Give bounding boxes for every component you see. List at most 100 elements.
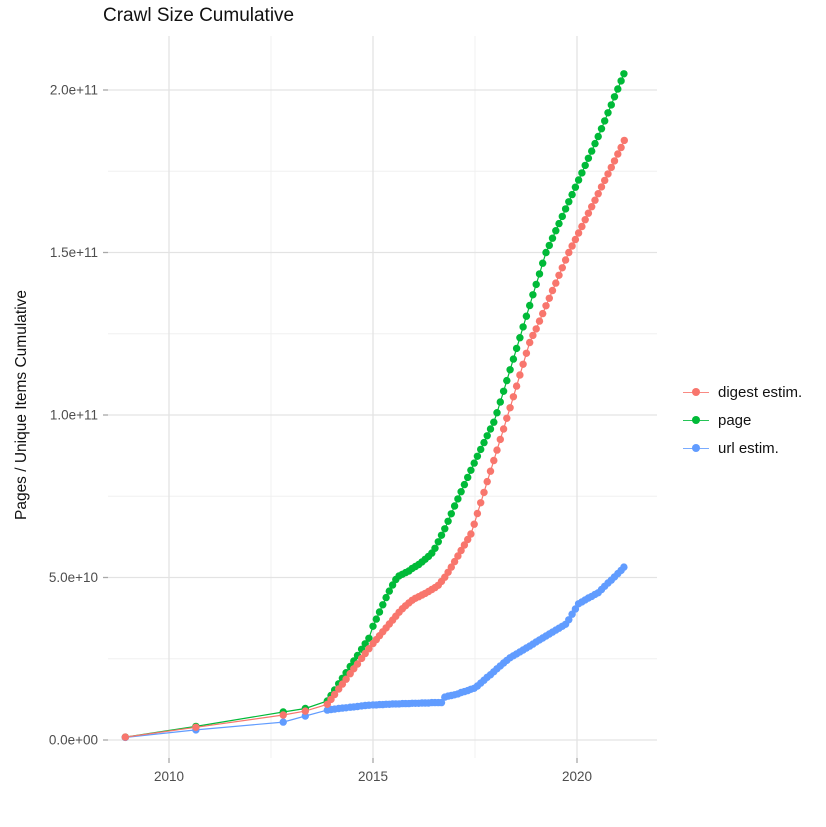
data-point (617, 77, 625, 85)
data-point (601, 117, 609, 125)
data-point (490, 418, 498, 426)
series-line (125, 73, 625, 738)
data-point (192, 723, 200, 731)
data-point (620, 563, 628, 571)
data-point (558, 264, 566, 272)
data-point (578, 222, 586, 231)
data-point (529, 331, 537, 340)
data-point (493, 409, 501, 417)
data-point (584, 154, 593, 162)
y-tick-label: 1.5e+11 (50, 245, 98, 260)
data-point (483, 477, 491, 486)
data-point (581, 161, 589, 170)
data-point (496, 435, 504, 444)
data-point (532, 280, 540, 289)
data-point (610, 157, 619, 165)
x-tick-label: 2015 (358, 769, 388, 784)
data-point (581, 216, 589, 224)
data-point (620, 136, 628, 145)
data-point (568, 190, 576, 199)
data-point (365, 634, 373, 642)
data-point (480, 438, 488, 447)
data-point (578, 169, 586, 177)
data-point (457, 546, 465, 555)
data-point (574, 229, 583, 237)
y-tick-label: 0.0e+00 (49, 733, 98, 748)
data-point (385, 587, 393, 595)
data-point (441, 525, 449, 533)
data-point (604, 109, 612, 117)
legend-label: page (718, 411, 752, 429)
data-point (503, 414, 511, 422)
data-point (555, 219, 563, 228)
data-point (365, 645, 373, 653)
data-point (601, 176, 609, 185)
data-point (437, 531, 446, 539)
data-point (522, 312, 531, 320)
data-point (121, 733, 129, 741)
data-point (464, 473, 472, 482)
data-point (539, 259, 547, 267)
legend-dot-icon (692, 388, 700, 396)
data-point (512, 382, 521, 390)
data-point (597, 183, 606, 191)
data-point (506, 404, 514, 412)
legend-key-point-icon (683, 385, 709, 399)
y-tick-label: 2.0e+11 (50, 83, 98, 98)
chart-title: Crawl Size Cumulative (103, 5, 295, 26)
data-point (480, 488, 488, 497)
data-point (552, 227, 560, 235)
data-point (496, 398, 504, 406)
data-point (467, 466, 475, 474)
data-point (434, 538, 442, 546)
legend: digest estim. page url estim. (683, 378, 823, 462)
data-point (388, 581, 397, 589)
data-point (519, 360, 527, 368)
data-point (516, 334, 524, 342)
data-point (561, 205, 570, 213)
legend-entry-url-estim: url estim. (683, 434, 823, 462)
data-point (519, 323, 527, 331)
data-point (594, 132, 602, 141)
data-point (447, 563, 455, 571)
data-point (548, 286, 557, 295)
data-point (565, 248, 573, 257)
data-point (571, 183, 580, 191)
data-point (516, 371, 524, 379)
data-point (473, 509, 482, 518)
data-point (330, 690, 339, 699)
data-point (542, 302, 550, 310)
data-point (614, 85, 622, 93)
data-point (565, 198, 573, 206)
data-point (503, 376, 511, 385)
data-point (454, 552, 462, 560)
data-point (450, 502, 459, 510)
data-point (301, 707, 309, 715)
legend-entry-digest-estim: digest estim. (683, 378, 823, 406)
data-point (620, 70, 628, 78)
data-point (588, 147, 596, 155)
y-tick-label: 1.0e+11 (50, 408, 98, 423)
data-point (493, 446, 501, 454)
legend-key-point-icon (683, 413, 709, 427)
data-point (607, 163, 615, 172)
data-point (460, 541, 469, 549)
legend-dot-icon (692, 416, 700, 424)
data-point (535, 270, 544, 278)
data-point (571, 235, 580, 244)
data-point (555, 271, 563, 279)
data-point (588, 203, 596, 211)
data-point (467, 530, 475, 538)
data-point (509, 355, 518, 363)
data-point (614, 150, 622, 158)
data-point (490, 456, 498, 465)
data-point (437, 698, 446, 707)
data-point (279, 711, 287, 719)
data-point (454, 495, 462, 503)
data-point (477, 499, 485, 507)
data-point (464, 535, 472, 544)
data-point (509, 393, 518, 401)
data-point (457, 488, 465, 496)
